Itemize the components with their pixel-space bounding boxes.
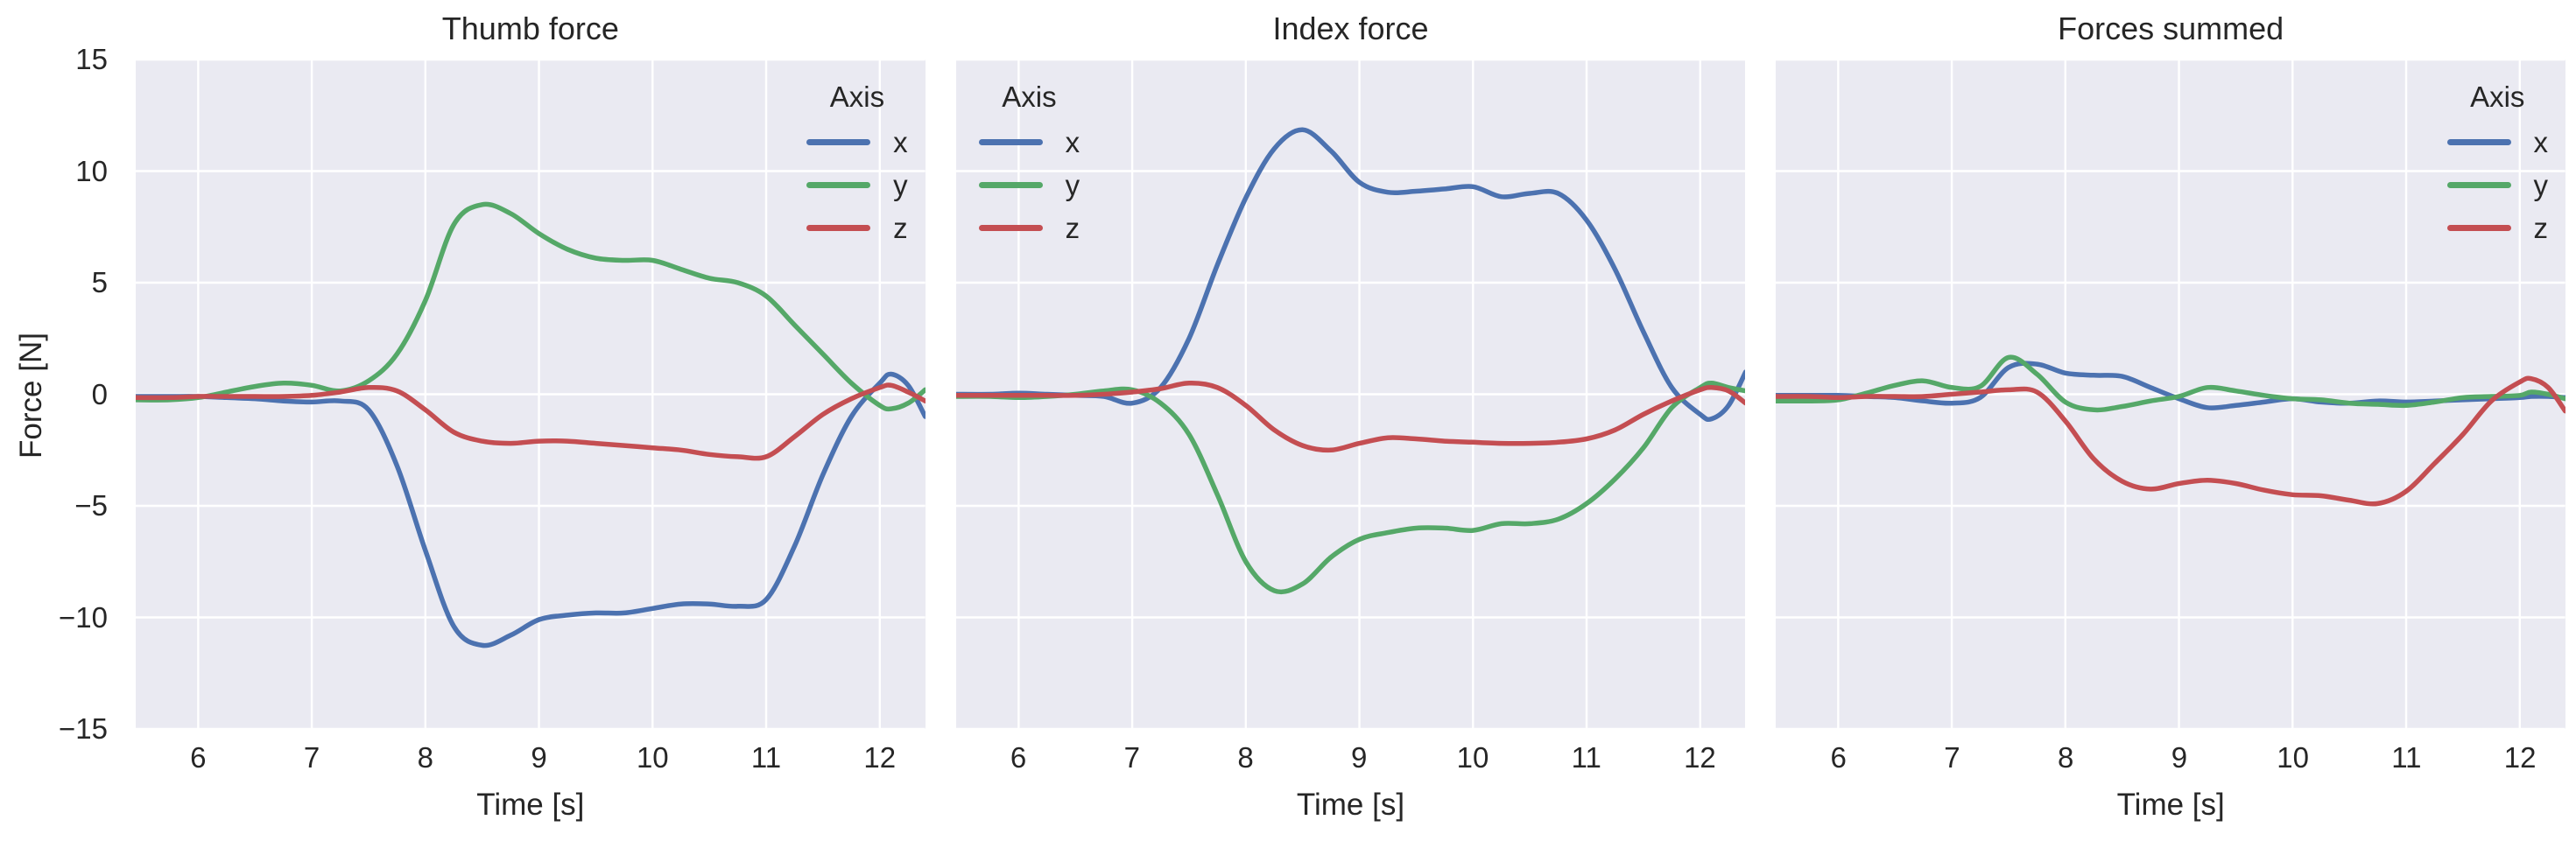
legend-item-x: x xyxy=(806,121,908,164)
x-tick-labels: 6 7 8 9 10 11 12 xyxy=(956,729,1746,780)
x-tick-label: 11 xyxy=(750,741,782,774)
legend-title: Axis xyxy=(1002,81,1057,113)
series-line-y xyxy=(955,381,1746,595)
legend: Axis x y z xyxy=(2446,81,2549,249)
x-tick-label: 7 xyxy=(303,741,320,774)
legend-label: y xyxy=(2533,168,2549,201)
legend-item-x: x xyxy=(2446,121,2549,164)
x-tick-label: 12 xyxy=(863,741,897,774)
series-line-z xyxy=(1776,375,2566,507)
x-axis-label: Time [s] xyxy=(1296,788,1405,822)
x-tick-label: 6 xyxy=(1830,741,1847,774)
legend-label: z xyxy=(1065,211,1080,244)
series-line-y xyxy=(1776,354,2566,413)
x-tick-label: 11 xyxy=(1571,741,1601,774)
y-tick-label: 15 xyxy=(75,43,108,75)
x-tick-labels: 6 7 8 9 10 11 12 xyxy=(136,729,926,780)
x-axis-label: Time [s] xyxy=(2116,788,2225,822)
panel-thumb-force: Thumb force Axis x y z xyxy=(59,11,926,822)
y-tick-label: 10 xyxy=(75,154,108,187)
legend-item-z: z xyxy=(806,207,908,249)
legend-swatch-z xyxy=(2446,225,2511,231)
chart-title: Forces summed xyxy=(2058,11,2284,46)
plot-area-index-force: Axis x y z xyxy=(955,60,1746,729)
panels-row: Thumb force Axis x y z xyxy=(59,11,2566,822)
legend-swatch-x xyxy=(2446,139,2511,145)
legend-swatch-y xyxy=(806,182,871,188)
panel-forces-summed: Forces summed Axis x y z xyxy=(1776,11,2566,822)
x-tick-label: 6 xyxy=(190,741,207,774)
series-line-y xyxy=(136,201,926,412)
chart-canvas xyxy=(136,60,926,729)
x-tick-label: 9 xyxy=(531,741,547,774)
y-tick-label: 0 xyxy=(91,377,108,410)
x-tick-label: 8 xyxy=(417,741,434,774)
legend-item-z: z xyxy=(2446,207,2549,249)
series-line-x xyxy=(136,371,926,648)
legend-swatch-x xyxy=(806,139,871,145)
legend: Axis x y z xyxy=(978,81,1080,249)
plot-area-thumb-force: Axis x y z xyxy=(136,60,926,729)
chart-canvas xyxy=(1776,60,2566,729)
x-tick-label: 10 xyxy=(1456,741,1489,774)
x-tick-label: 9 xyxy=(1351,741,1368,774)
y-axis-label: Force [N] xyxy=(14,333,48,459)
x-tick-label: 11 xyxy=(2391,741,2422,774)
series-line-z xyxy=(955,381,1746,453)
y-tick-labels: 15 10 5 0 −5 −10 −15 xyxy=(46,43,122,745)
legend-item-y: y xyxy=(978,164,1080,207)
chart-title: Index force xyxy=(1272,11,1429,46)
legend-label: x xyxy=(1065,125,1080,158)
legend-swatch-x xyxy=(978,139,1043,145)
legend-swatch-y xyxy=(2446,182,2511,188)
legend-swatch-z xyxy=(978,225,1043,231)
x-tick-label: 9 xyxy=(2171,741,2188,774)
legend-title: Axis xyxy=(2470,81,2525,113)
legend-label: y xyxy=(893,168,908,201)
x-tick-labels: 6 7 8 9 10 11 12 xyxy=(1776,729,2565,780)
x-tick-label: 8 xyxy=(1237,741,1254,774)
y-tick-label: −15 xyxy=(59,712,108,745)
x-tick-label: 8 xyxy=(2057,741,2074,774)
chart-title: Thumb force xyxy=(441,11,619,46)
x-tick-label: 12 xyxy=(2503,741,2537,774)
x-tick-label: 12 xyxy=(1684,741,1716,774)
x-tick-label: 7 xyxy=(1944,741,1960,774)
legend-label: z xyxy=(893,211,908,244)
y-tick-label: −10 xyxy=(59,600,108,634)
legend: Axis x y z xyxy=(806,81,908,249)
legend-label: z xyxy=(2533,211,2549,244)
legend-label: x xyxy=(2533,125,2549,158)
x-tick-label: 7 xyxy=(1123,741,1140,774)
legend-item-z: z xyxy=(978,207,1080,249)
legend-item-x: x xyxy=(978,121,1080,164)
x-tick-label: 6 xyxy=(1010,741,1027,774)
x-tick-label: 10 xyxy=(636,741,669,774)
y-tick-label: 5 xyxy=(91,266,108,298)
legend-item-y: y xyxy=(806,164,908,207)
panel-index-force: Index force Axis x y z xyxy=(955,11,1746,822)
y-tick-label: −5 xyxy=(74,489,108,522)
legend-swatch-y xyxy=(978,182,1043,188)
x-axis-label: Time [s] xyxy=(476,788,585,822)
chart-canvas xyxy=(955,60,1746,729)
legend-label: y xyxy=(1065,168,1080,201)
legend-swatch-z xyxy=(806,225,871,231)
legend-label: x xyxy=(893,125,908,158)
gridlines xyxy=(136,60,926,729)
plot-area-forces-summed: Axis x y z xyxy=(1776,60,2566,729)
series-line-z xyxy=(136,382,926,461)
legend-title: Axis xyxy=(829,81,885,113)
x-tick-label: 10 xyxy=(2277,741,2309,774)
legend-item-y: y xyxy=(2446,164,2549,207)
